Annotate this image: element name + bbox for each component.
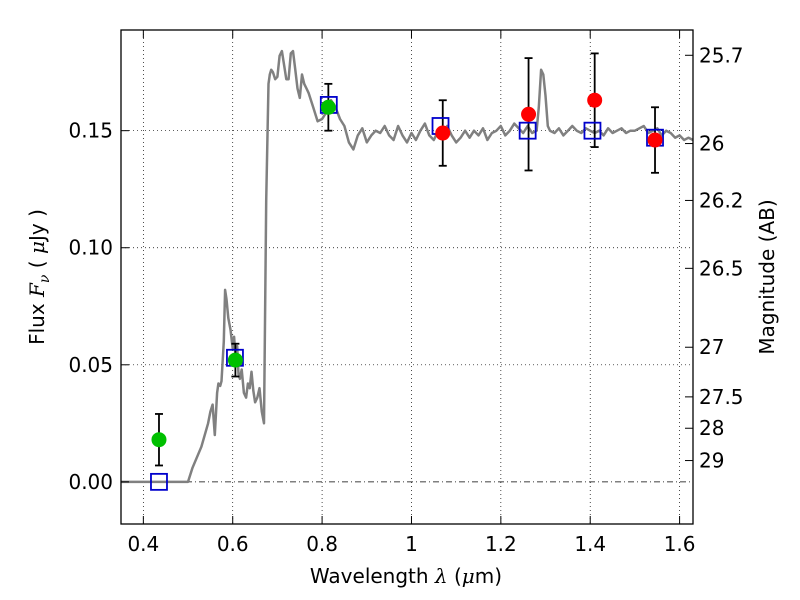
model-square-marker [583,121,602,140]
x-tick-label: 1 [405,532,418,556]
right-tick-label: 25.7 [699,43,744,67]
model-sed-curve [121,49,694,484]
y-tick-labels: 0.00 0.05 0.10 0.15 [68,119,113,494]
x-tick-labels: 0.4 0.6 0.8 1 1.2 1.4 1.6 [127,532,695,556]
x-tick-label: 1.4 [574,532,606,556]
grid-lines [121,30,693,524]
y-tick-label: 0.15 [68,119,113,143]
red-point [435,125,451,141]
green-point [227,352,243,368]
x-tick-label: 1.2 [485,532,517,556]
y-axis-label-right: Magnitude (AB) [755,199,779,354]
x-axis-label: Wavelength λ (μm) [310,564,502,588]
red-point [521,106,537,122]
plot-frame [120,29,694,525]
model-square-marker [518,121,537,140]
error-bars [154,52,660,467]
right-tick-label: 26 [699,132,724,156]
y-tick-label: 0.00 [68,470,113,494]
right-tick-label: 26.5 [699,256,744,280]
x-tick-label: 0.4 [127,532,159,556]
right-tick-label: 27.5 [699,385,744,409]
y-tick-label: 0.05 [68,353,113,377]
right-tick-label: 29 [699,449,724,473]
x-tick-label: 0.6 [217,532,249,556]
model-square-marker [150,472,168,491]
red-photometry-points [435,92,663,148]
right-tick-label: 26.2 [699,188,744,212]
model-photometry-squares [150,96,664,491]
green-point [151,432,167,448]
red-point [647,132,663,148]
red-point [587,92,603,108]
axis-ticks [121,30,693,524]
y-axis-label-left: Flux Fν ( μJy ) [25,209,53,345]
x-tick-label: 1.6 [664,532,696,556]
right-tick-labels: 25.7 26 26.2 26.5 27 27.5 28 29 [699,43,744,472]
x-tick-label: 0.8 [306,532,338,556]
y-tick-label: 0.10 [68,236,113,260]
green-point [320,99,336,115]
sed-line [121,49,694,484]
right-tick-label: 27 [699,335,724,359]
green-photometry-points [151,99,336,448]
right-tick-label: 28 [699,416,724,440]
